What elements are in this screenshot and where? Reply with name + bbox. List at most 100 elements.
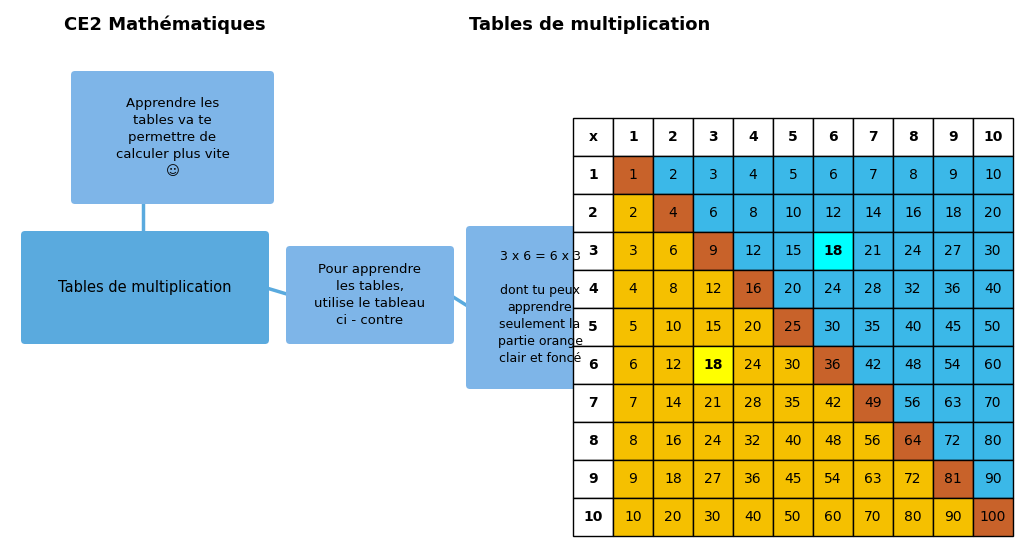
Text: x: x xyxy=(588,130,597,144)
Bar xyxy=(893,498,933,536)
Text: 6: 6 xyxy=(829,168,837,182)
Bar xyxy=(733,346,773,384)
Text: 5: 5 xyxy=(588,320,597,334)
Text: 36: 36 xyxy=(824,358,842,372)
Text: 40: 40 xyxy=(985,282,1002,296)
Bar xyxy=(973,384,1013,422)
Bar xyxy=(813,422,853,460)
Text: 12: 12 xyxy=(664,358,682,372)
Bar xyxy=(853,384,893,422)
Text: 2: 2 xyxy=(588,206,597,220)
Bar xyxy=(893,384,933,422)
Text: 6: 6 xyxy=(708,206,717,220)
Bar xyxy=(933,232,973,270)
Bar xyxy=(653,384,693,422)
Bar xyxy=(933,498,973,536)
Text: 2: 2 xyxy=(629,206,637,220)
Text: 70: 70 xyxy=(865,510,882,524)
Text: 20: 20 xyxy=(664,510,682,524)
Text: 28: 28 xyxy=(744,396,762,410)
Bar xyxy=(573,498,613,536)
Bar xyxy=(973,194,1013,232)
Text: 9: 9 xyxy=(588,472,597,486)
Text: 30: 30 xyxy=(784,358,802,372)
Bar xyxy=(893,346,933,384)
Bar xyxy=(573,232,613,270)
Text: 63: 63 xyxy=(944,396,962,410)
Text: 40: 40 xyxy=(904,320,922,334)
Text: 7: 7 xyxy=(869,168,878,182)
Bar xyxy=(813,194,853,232)
Bar xyxy=(733,270,773,308)
Text: 1: 1 xyxy=(628,130,638,144)
Bar xyxy=(853,422,893,460)
Bar xyxy=(773,270,813,308)
Bar xyxy=(853,460,893,498)
Text: 10: 10 xyxy=(985,168,1002,182)
Text: 3 x 6 = 6 x 3

dont tu peux
apprendre
seulement la
partie orange
clair et foncé: 3 x 6 = 6 x 3 dont tu peux apprendre seu… xyxy=(498,250,582,365)
Bar xyxy=(933,118,973,156)
Text: 3: 3 xyxy=(629,244,637,258)
Text: 60: 60 xyxy=(824,510,842,524)
Bar xyxy=(773,156,813,194)
Bar xyxy=(733,498,773,536)
Bar xyxy=(893,194,933,232)
Text: 2: 2 xyxy=(669,168,678,182)
Text: 3: 3 xyxy=(708,130,718,144)
Text: 4: 4 xyxy=(749,168,757,182)
Bar xyxy=(893,460,933,498)
Bar xyxy=(613,498,653,536)
Bar xyxy=(893,232,933,270)
Text: 14: 14 xyxy=(664,396,682,410)
Bar xyxy=(773,308,813,346)
Bar xyxy=(573,156,613,194)
Text: Pour apprendre
les tables,
utilise le tableau
ci - contre: Pour apprendre les tables, utilise le ta… xyxy=(314,263,426,327)
Bar xyxy=(933,270,973,308)
Text: 21: 21 xyxy=(865,244,882,258)
Text: 16: 16 xyxy=(664,434,682,448)
Text: 36: 36 xyxy=(744,472,762,486)
Text: 90: 90 xyxy=(985,472,1002,486)
Bar xyxy=(853,270,893,308)
Text: 6: 6 xyxy=(588,358,597,372)
Text: 27: 27 xyxy=(704,472,721,486)
FancyBboxPatch shape xyxy=(285,246,454,344)
Text: 5: 5 xyxy=(788,130,798,144)
Text: 100: 100 xyxy=(979,510,1006,524)
Bar xyxy=(933,346,973,384)
Text: 30: 30 xyxy=(824,320,841,334)
Text: 1: 1 xyxy=(629,168,637,182)
Bar xyxy=(613,156,653,194)
Bar xyxy=(613,460,653,498)
Text: 20: 20 xyxy=(784,282,802,296)
Text: 6: 6 xyxy=(629,358,637,372)
Text: 8: 8 xyxy=(749,206,758,220)
Bar xyxy=(973,346,1013,384)
Bar xyxy=(773,460,813,498)
Text: 60: 60 xyxy=(985,358,1002,372)
Bar xyxy=(733,460,773,498)
Text: 6: 6 xyxy=(828,130,838,144)
Bar xyxy=(773,232,813,270)
Bar xyxy=(693,384,733,422)
Text: 63: 63 xyxy=(865,472,882,486)
Bar xyxy=(653,460,693,498)
Bar xyxy=(893,118,933,156)
Text: 54: 54 xyxy=(944,358,962,372)
Bar xyxy=(653,498,693,536)
Bar xyxy=(773,194,813,232)
Bar xyxy=(853,194,893,232)
Bar xyxy=(773,346,813,384)
Text: 30: 30 xyxy=(704,510,721,524)
Bar xyxy=(693,118,733,156)
Text: 45: 45 xyxy=(784,472,802,486)
Bar xyxy=(653,346,693,384)
Text: 9: 9 xyxy=(949,168,957,182)
Text: 9: 9 xyxy=(948,130,958,144)
Bar xyxy=(693,498,733,536)
Bar xyxy=(693,232,733,270)
Text: 40: 40 xyxy=(784,434,802,448)
Bar xyxy=(653,422,693,460)
Text: 18: 18 xyxy=(944,206,962,220)
Bar xyxy=(653,156,693,194)
